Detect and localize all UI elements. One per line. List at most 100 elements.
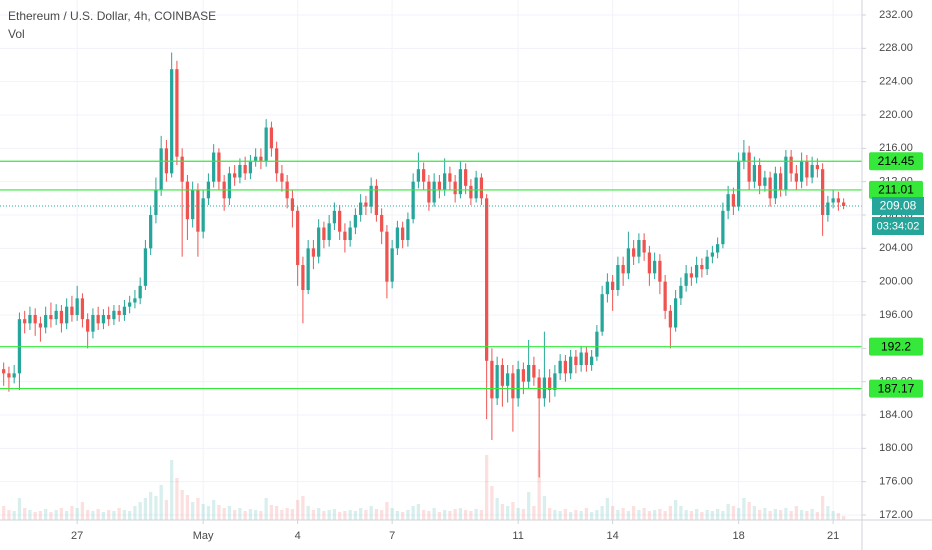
volume-bar bbox=[33, 512, 37, 520]
volume-bar bbox=[49, 512, 53, 520]
candle-body bbox=[280, 173, 284, 182]
y-tick-label: 224.00 bbox=[879, 76, 913, 88]
volume-bar bbox=[164, 500, 169, 520]
volume-bar bbox=[826, 506, 830, 520]
candle-body bbox=[658, 260, 662, 282]
candle-body bbox=[726, 194, 730, 211]
volume-bar bbox=[191, 502, 195, 520]
candle-body bbox=[348, 227, 352, 240]
candle-body bbox=[112, 310, 116, 320]
volume-bar bbox=[716, 509, 720, 520]
last-price-label: 209.08 bbox=[880, 199, 917, 213]
volume-bar bbox=[773, 509, 778, 520]
candle-body bbox=[7, 373, 11, 378]
candle-body bbox=[836, 198, 841, 203]
candle-body bbox=[306, 248, 310, 290]
candle-body bbox=[611, 281, 615, 290]
last-price-tag bbox=[872, 197, 924, 215]
volume-bar bbox=[532, 506, 536, 520]
candle-body bbox=[485, 198, 489, 361]
volume-bar bbox=[254, 510, 258, 520]
candle-layer bbox=[2, 52, 846, 478]
volume-bar bbox=[248, 509, 253, 520]
candle-body bbox=[574, 356, 578, 365]
candle-body bbox=[742, 152, 746, 161]
volume-bar bbox=[28, 510, 32, 520]
candle-body bbox=[117, 310, 121, 315]
candle-body bbox=[674, 298, 678, 328]
level-tag bbox=[869, 337, 923, 356]
candle-body bbox=[600, 294, 604, 332]
candle-body bbox=[227, 173, 232, 199]
volume-bar bbox=[595, 510, 599, 520]
candle-body bbox=[149, 215, 153, 249]
volume-bar bbox=[322, 511, 326, 520]
volume-bar bbox=[327, 510, 331, 520]
candle-body bbox=[737, 160, 741, 207]
candle-body bbox=[259, 156, 263, 161]
candle-body bbox=[380, 215, 384, 232]
candle-body bbox=[107, 315, 111, 320]
volume-bar bbox=[243, 511, 247, 520]
x-tick-label: 21 bbox=[827, 530, 839, 542]
volume-bar bbox=[721, 511, 725, 520]
candle-body bbox=[416, 169, 421, 182]
volume-bar bbox=[306, 506, 310, 520]
volume-bar bbox=[317, 508, 321, 520]
level-tag bbox=[869, 152, 923, 171]
volume-bar bbox=[548, 508, 552, 520]
candle-body bbox=[637, 240, 641, 257]
volume-bar bbox=[332, 509, 337, 520]
candle-body bbox=[453, 181, 457, 195]
candle-body bbox=[296, 210, 300, 265]
volume-bar bbox=[296, 500, 300, 520]
volume-bar bbox=[810, 509, 814, 520]
grid bbox=[0, 0, 862, 520]
volume-bar bbox=[758, 510, 762, 520]
candle-body bbox=[175, 69, 179, 157]
x-tick-label: 7 bbox=[389, 530, 395, 542]
volume-bar bbox=[406, 510, 410, 520]
volume-bar bbox=[359, 508, 363, 520]
volume-bar bbox=[768, 511, 772, 520]
volume-bar bbox=[290, 509, 295, 520]
volume-bar bbox=[453, 509, 457, 520]
candle-body bbox=[590, 356, 594, 365]
volume-bar bbox=[789, 511, 793, 520]
candle-body bbox=[700, 265, 704, 270]
volume-bar bbox=[416, 504, 421, 520]
volume-bar bbox=[590, 512, 594, 520]
candle-body bbox=[170, 69, 174, 174]
candle-body bbox=[12, 373, 16, 378]
volume-bar bbox=[201, 504, 205, 520]
y-tick-label: 184.00 bbox=[879, 409, 913, 421]
candle-body bbox=[784, 156, 788, 190]
volume-bar bbox=[485, 455, 489, 520]
candle-body bbox=[815, 165, 820, 170]
candle-body bbox=[841, 202, 846, 206]
candle-body bbox=[133, 298, 137, 303]
candle-body bbox=[800, 160, 804, 182]
y-tick-label: 228.00 bbox=[879, 42, 913, 54]
volume-bar bbox=[7, 510, 11, 520]
volume-bar bbox=[44, 509, 48, 520]
y-tick-label: 176.00 bbox=[879, 476, 913, 488]
candle-body bbox=[605, 281, 610, 295]
candle-body bbox=[180, 156, 184, 182]
candle-body bbox=[632, 248, 636, 257]
x-tick-label: 14 bbox=[607, 530, 619, 542]
candle-body bbox=[569, 356, 573, 374]
candle-body bbox=[789, 156, 793, 174]
y-tick-label: 172.00 bbox=[879, 509, 913, 521]
volume-bar bbox=[464, 510, 468, 520]
volume-bar bbox=[133, 506, 137, 520]
volume-bar bbox=[301, 496, 305, 520]
candle-body bbox=[495, 365, 499, 399]
candle-body bbox=[359, 202, 363, 215]
volume-bar bbox=[784, 508, 788, 520]
candle-body bbox=[653, 260, 657, 274]
volume-bar bbox=[626, 511, 631, 520]
candle-body bbox=[327, 223, 331, 240]
volume-bar bbox=[128, 511, 132, 520]
